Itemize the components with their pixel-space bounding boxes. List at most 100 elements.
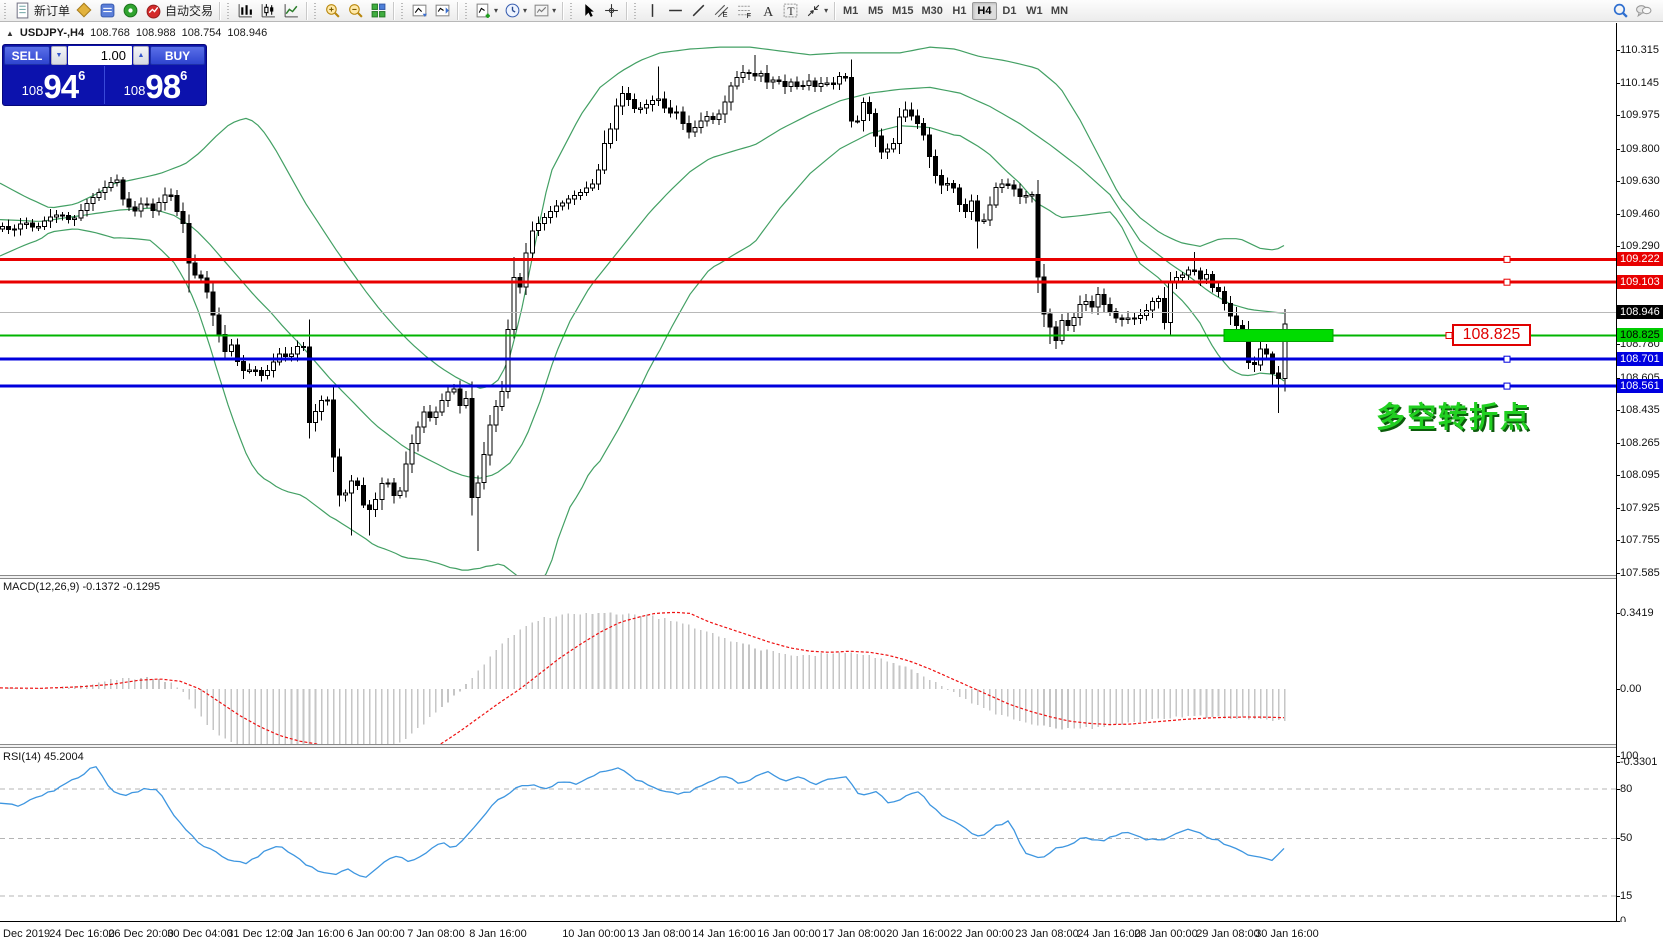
timeframe-h1-button[interactable]: H1: [952, 4, 967, 17]
crosshair-button[interactable]: [600, 1, 623, 21]
timeframe-m1-button[interactable]: M1: [842, 4, 859, 17]
ask-big: 98: [145, 67, 181, 105]
hline-handle[interactable]: [1503, 278, 1511, 286]
axis-tick-label: 107.925: [1620, 501, 1660, 514]
price-badge-109.222: 109.222: [1617, 252, 1663, 267]
timeframe-m5-button[interactable]: M5: [867, 4, 884, 17]
axis-tick: [1616, 377, 1620, 379]
ask-price[interactable]: 108 98 6: [105, 66, 206, 104]
time-tick-label: 10 Jan 00:00: [562, 928, 626, 940]
axis-tick: [1616, 410, 1620, 412]
annotation-text[interactable]: 多空转折点: [1376, 400, 1532, 434]
toolbar-grip[interactable]: [313, 2, 319, 19]
equidistant-channel-button[interactable]: E: [710, 1, 733, 21]
zoom-in-button[interactable]: [321, 1, 344, 21]
arrows-button[interactable]: ▾: [802, 1, 831, 21]
periods-button[interactable]: ▾: [501, 1, 530, 21]
bar-chart-button[interactable]: [234, 1, 257, 21]
zoom-out-button[interactable]: [344, 1, 367, 21]
dropdown-arrow-icon[interactable]: ▾: [824, 6, 829, 15]
macd-panel: [0, 611, 1286, 744]
candlestick-chart-button[interactable]: [257, 1, 280, 21]
symbol-title: USDJPY-,H4: [19, 27, 85, 39]
hline-handle[interactable]: [1503, 382, 1511, 390]
sell-button[interactable]: SELL: [4, 46, 50, 65]
vline-icon: [644, 2, 661, 19]
auto-scroll-button[interactable]: [408, 1, 431, 21]
toolbar-grip[interactable]: [3, 2, 8, 19]
cursor-button[interactable]: [577, 1, 600, 21]
time-tick-label: 28 Jan 00:00: [1134, 928, 1198, 940]
bollinger-upper-line: [0, 46, 1285, 389]
hline-handle[interactable]: [1503, 255, 1511, 263]
panel-separator[interactable]: [0, 575, 1663, 579]
timeframe-m15-button[interactable]: M15: [892, 4, 914, 17]
axis-tick: [1616, 895, 1620, 897]
chart-shift-button[interactable]: [431, 1, 454, 21]
toolbar-separator: [393, 1, 395, 20]
templates-button[interactable]: ▾: [530, 1, 559, 21]
metaeditor-button[interactable]: [73, 1, 96, 21]
dropdown-arrow-icon[interactable]: ▾: [552, 6, 557, 15]
tile-windows-button[interactable]: [367, 1, 390, 21]
toolbar-grip[interactable]: [569, 2, 575, 19]
time-tick-label: 13 Jan 08:00: [627, 928, 691, 940]
toolbar-grip[interactable]: [633, 2, 639, 19]
toolbar-grip[interactable]: [400, 2, 406, 19]
fibonacci-button[interactable]: F: [733, 1, 756, 21]
new-chart-button[interactable]: ▾: [472, 1, 501, 21]
dropdown-arrow-icon[interactable]: ▾: [494, 6, 499, 15]
timeframe-m30-button[interactable]: M30: [921, 4, 943, 17]
panel-separator[interactable]: [0, 744, 1663, 748]
axis-tick: [1616, 573, 1620, 575]
price-badge-108.561: 108.561: [1617, 379, 1663, 394]
vertical-line-button[interactable]: [641, 1, 664, 21]
axis-tick: [1616, 920, 1620, 922]
price-divider: [104, 66, 105, 104]
rsi-line: [0, 766, 1285, 878]
line-chart-button[interactable]: [280, 1, 303, 21]
dropdown-arrow-icon[interactable]: ▾: [523, 6, 528, 15]
text-label-button[interactable]: T: [779, 1, 802, 21]
timeframe-d1-button[interactable]: D1: [1002, 4, 1017, 17]
horizontal-line-button[interactable]: [664, 1, 687, 21]
toolbar-separator: [219, 1, 221, 20]
price-label-object[interactable]: 108.825: [1452, 324, 1531, 347]
toolbar-grip[interactable]: [464, 2, 470, 19]
axis-tick-label: 0: [1620, 914, 1627, 927]
market-watch-button[interactable]: [96, 1, 119, 21]
buy-button[interactable]: BUY: [150, 46, 205, 65]
volume-increase-button[interactable]: ▲: [133, 46, 149, 65]
trendline-button[interactable]: [687, 1, 710, 21]
time-tick-label: 8 Jan 16:00: [469, 928, 527, 940]
time-tick-label: 23 Jan 08:00: [1015, 928, 1079, 940]
toolbar: 新订单 自动交易 ▾ ▾ ▾ E F A T ▾ M1 M5 M15 M30 H1 H4 D1 W1 MN: [0, 0, 1663, 22]
time-tick-label: 6 Jan 00:00: [347, 928, 405, 940]
chat-button[interactable]: [1632, 1, 1655, 21]
highlight-bar-object[interactable]: [1223, 329, 1334, 342]
ask-sup: 6: [180, 68, 188, 83]
hline-handle[interactable]: [1503, 355, 1511, 363]
timeframe-w1-button[interactable]: W1: [1026, 4, 1043, 17]
price-axis[interactable]: 110.315 110.145 109.975 109.800 109.630 109.4…: [1616, 23, 1663, 927]
template-icon: [533, 2, 550, 19]
clock-icon: [504, 2, 521, 19]
timeframe-h4-button[interactable]: H4: [971, 1, 997, 20]
new-order-button[interactable]: 新订单: [11, 1, 73, 21]
toolbar-grip[interactable]: [226, 2, 232, 19]
collapse-arrow-icon[interactable]: ▲: [6, 28, 14, 38]
signal-icon: [122, 2, 139, 19]
volume-decrease-button[interactable]: ▼: [51, 46, 67, 65]
timeframe-mn-button[interactable]: MN: [1050, 4, 1069, 17]
axis-tick: [1616, 82, 1620, 84]
price-chart[interactable]: [0, 23, 1616, 575]
signals-button[interactable]: [119, 1, 142, 21]
axis-tick: [1616, 213, 1620, 215]
rsi-label: RSI(14) 45.2004: [3, 751, 84, 763]
search-button[interactable]: [1609, 1, 1632, 21]
auto-trading-button[interactable]: 自动交易: [142, 1, 216, 21]
bid-price[interactable]: 108 94 6: [3, 66, 104, 104]
text-button[interactable]: A: [756, 1, 779, 21]
volume-input[interactable]: 1.00: [68, 46, 132, 65]
